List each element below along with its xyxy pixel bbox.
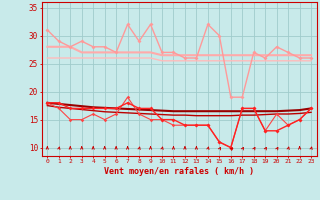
X-axis label: Vent moyen/en rafales ( km/h ): Vent moyen/en rafales ( km/h ) bbox=[104, 167, 254, 176]
